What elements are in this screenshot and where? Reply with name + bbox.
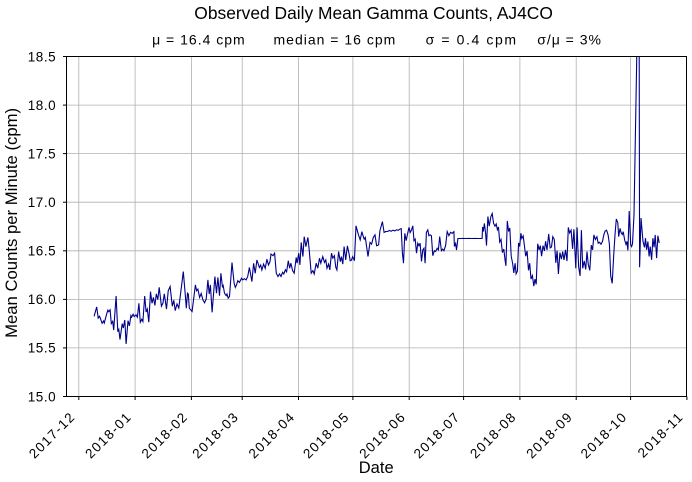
svg-text:Observed Daily Mean Gamma Coun: Observed Daily Mean Gamma Counts, AJ4CO — [194, 3, 553, 23]
svg-text:16.0: 16.0 — [28, 292, 56, 307]
svg-text:18.0: 18.0 — [28, 98, 56, 113]
svg-text:17.5: 17.5 — [28, 146, 56, 161]
svg-text:15.5: 15.5 — [28, 341, 56, 356]
svg-text:μ = 16.4 cpm: μ = 16.4 cpm — [152, 32, 246, 48]
svg-text:Mean Counts per Minute (cpm): Mean Counts per Minute (cpm) — [2, 108, 21, 338]
svg-text:Date: Date — [359, 459, 394, 477]
svg-text:16.5: 16.5 — [28, 244, 56, 259]
svg-text:σ = 0.4 cpm: σ = 0.4 cpm — [426, 32, 518, 48]
svg-text:σ/μ = 3%: σ/μ = 3% — [537, 32, 602, 48]
svg-text:median = 16 cpm: median = 16 cpm — [274, 32, 397, 48]
svg-text:15.0: 15.0 — [28, 389, 56, 404]
svg-text:18.5: 18.5 — [28, 49, 56, 64]
svg-text:17.0: 17.0 — [28, 195, 56, 210]
